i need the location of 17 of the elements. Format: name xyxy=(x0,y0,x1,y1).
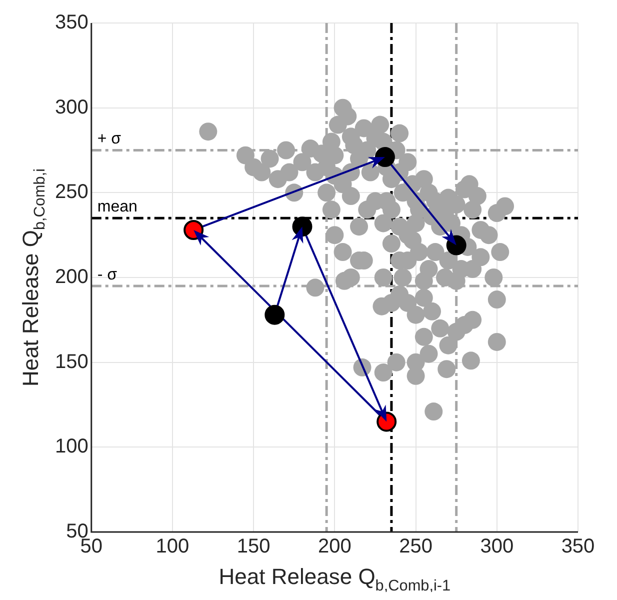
point xyxy=(264,304,285,325)
x-tick-label: 150 xyxy=(236,536,270,558)
ref-line-label: mean xyxy=(97,198,138,216)
y-tick-label: 350 xyxy=(54,12,88,34)
ref-line-label: + σ xyxy=(97,130,122,148)
x-tick-label: 200 xyxy=(318,536,352,558)
y-tick-label: 300 xyxy=(54,96,88,118)
ref-line-label: - σ xyxy=(97,266,118,284)
x-tick-label: 250 xyxy=(399,536,432,558)
x-tick-label: 350 xyxy=(561,536,595,558)
y-tick-label: 150 xyxy=(54,350,88,373)
y-axis-title: Heat Release Qb,Comb,i xyxy=(18,168,49,387)
y-tick-label: 100 xyxy=(54,436,88,458)
x-tick-label: 100 xyxy=(156,536,190,558)
y-tick-label: 200 xyxy=(54,266,88,288)
x-tick-label: 300 xyxy=(480,536,514,558)
y-tick-label: 250 xyxy=(54,181,88,204)
